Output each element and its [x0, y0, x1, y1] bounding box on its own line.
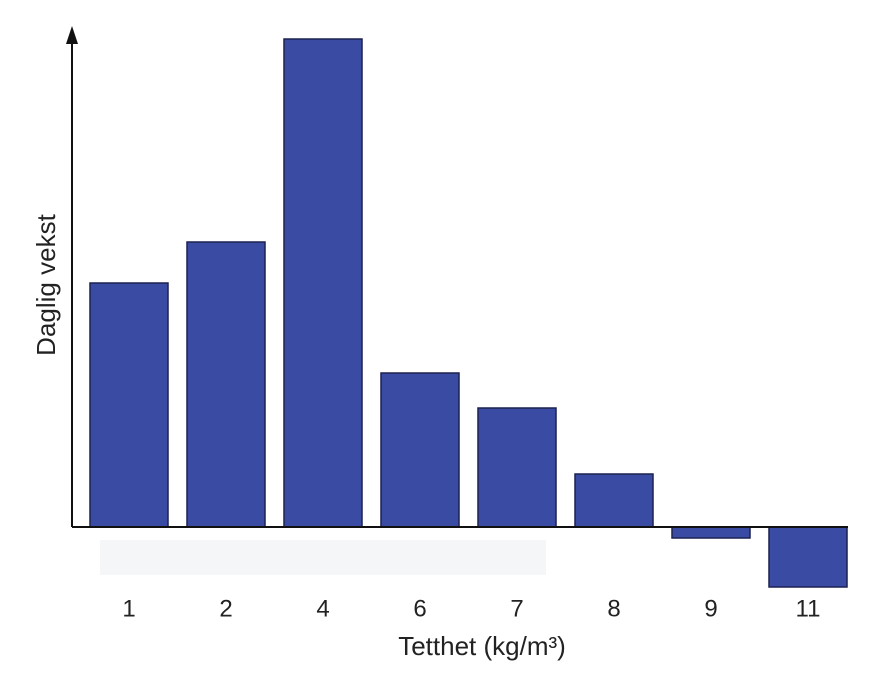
y-axis-label: Daglig vekst	[31, 213, 61, 355]
x-tick-label: 11	[796, 595, 821, 622]
bar	[283, 38, 363, 528]
bar	[89, 282, 169, 528]
bar	[671, 526, 751, 539]
x-tick-label: 6	[413, 595, 426, 622]
x-tick-label: 7	[510, 595, 523, 622]
x-tick-label: 2	[219, 595, 232, 622]
bar	[186, 241, 266, 528]
y-axis-arrow	[66, 26, 78, 44]
bar	[380, 372, 460, 528]
bar	[768, 526, 848, 588]
x-tick-label: 9	[704, 595, 717, 622]
shaded-band	[100, 540, 546, 575]
x-tick-label: 4	[316, 595, 329, 622]
x-tick-label: 1	[122, 595, 135, 622]
x-tick-label: 8	[607, 595, 620, 622]
bar	[574, 473, 654, 528]
bars	[89, 38, 848, 588]
x-axis-label: Tetthet (kg/m³)	[398, 631, 566, 661]
bar	[477, 407, 557, 528]
